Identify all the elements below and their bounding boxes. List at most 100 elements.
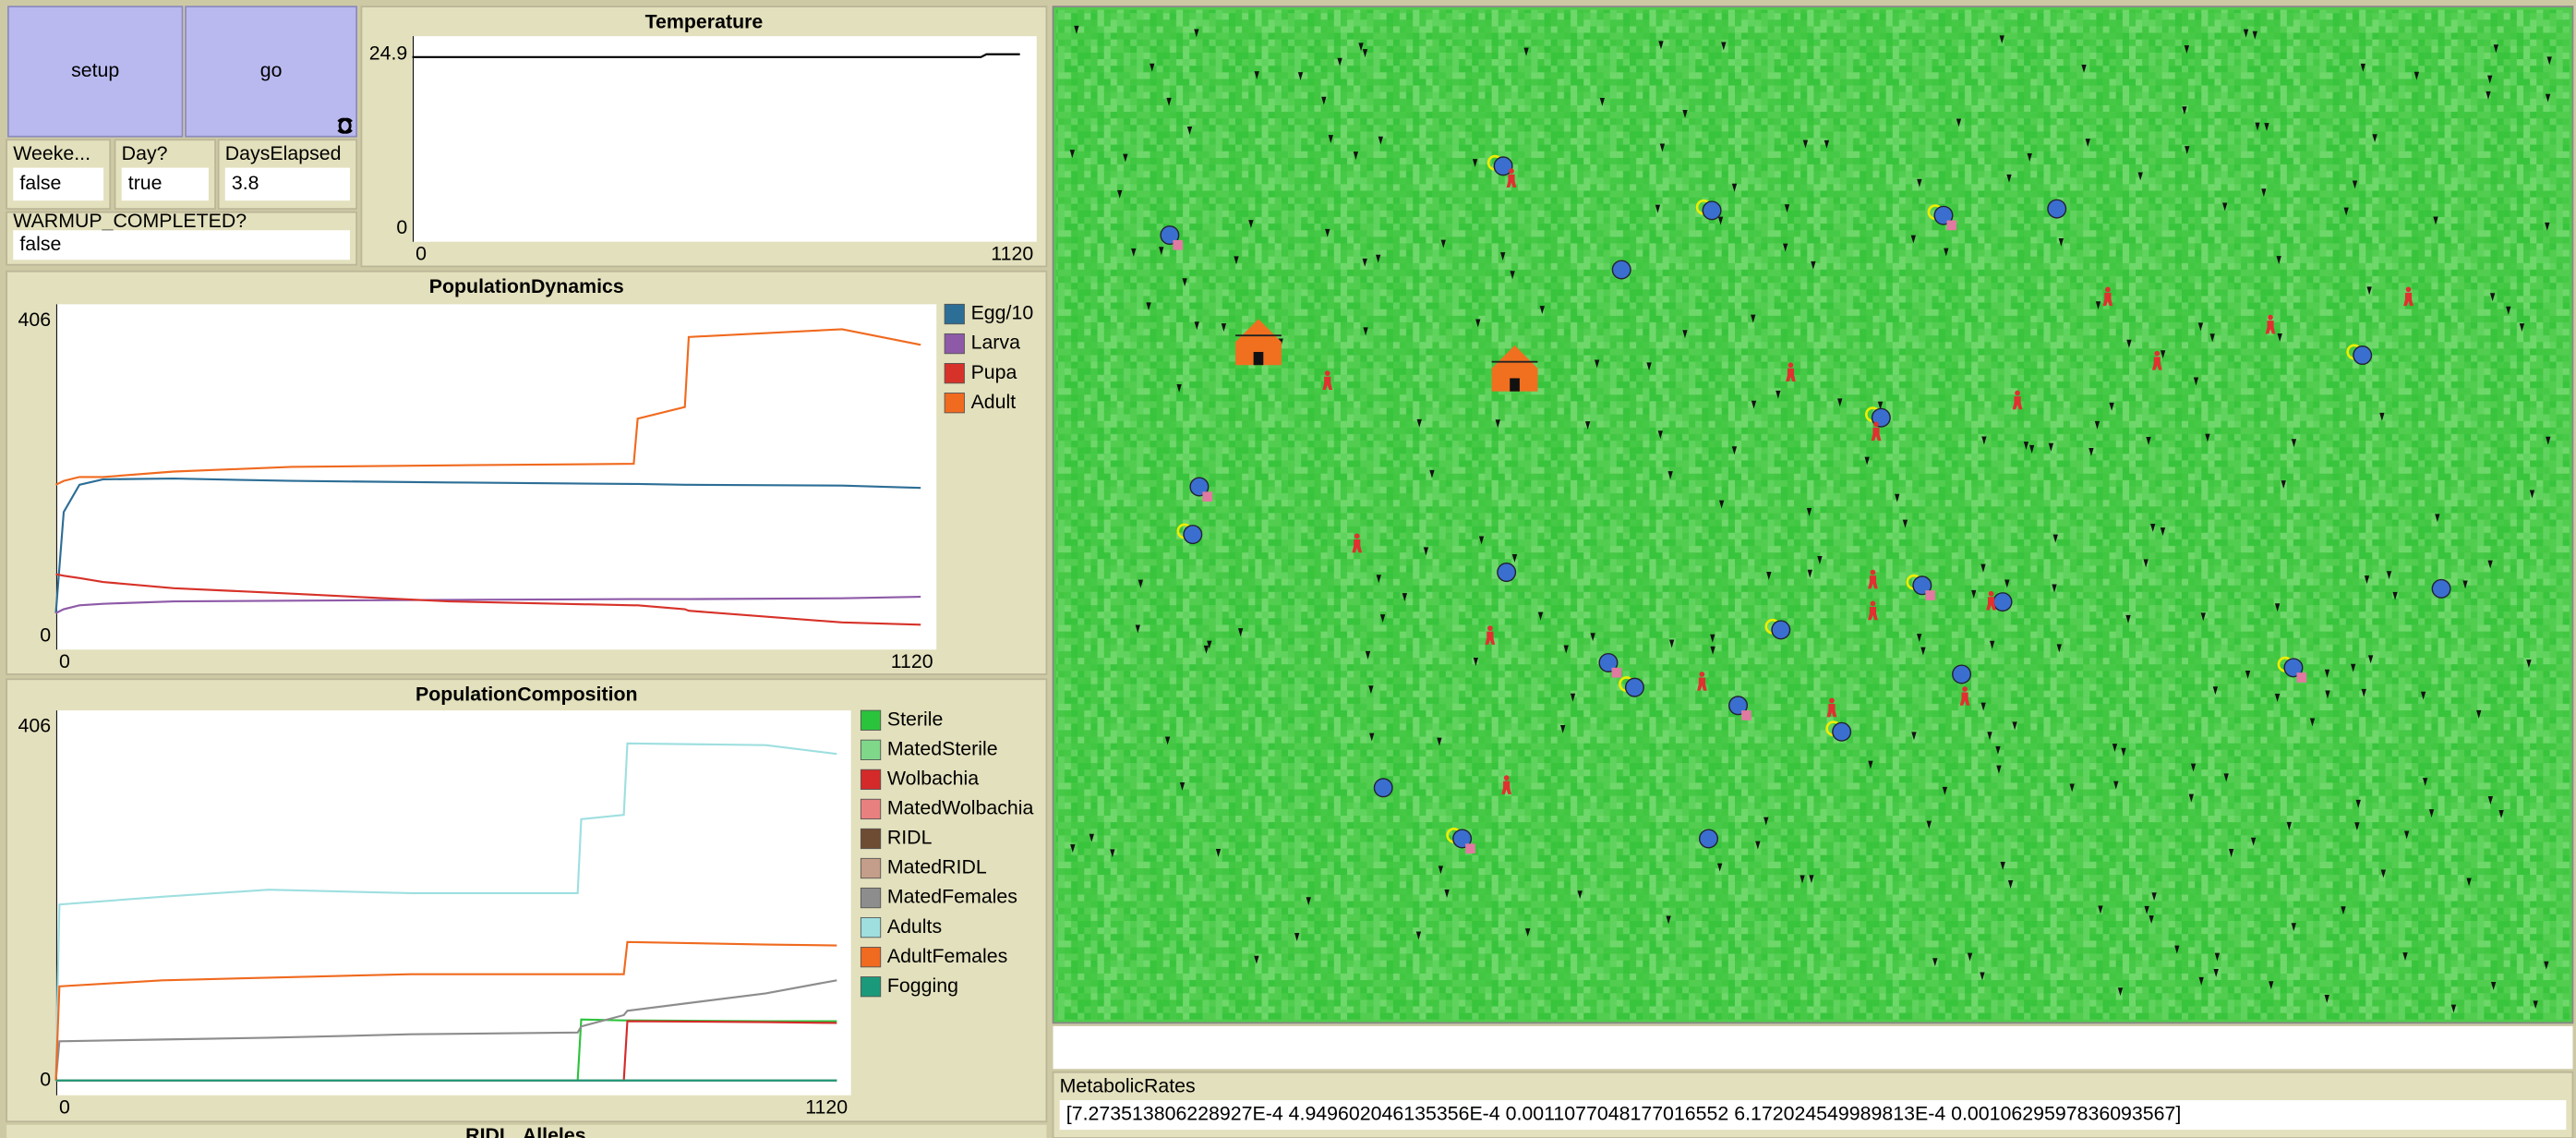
mosquito — [1667, 471, 1673, 479]
y-tick-label: 0 — [40, 624, 51, 647]
mosquito — [2264, 123, 2269, 132]
host — [1992, 592, 2013, 612]
mosquito — [2545, 222, 2550, 231]
y-tick-label: 24.9 — [369, 42, 408, 64]
site — [1946, 220, 1957, 231]
command-bar — [1053, 1025, 2573, 1070]
mosquito — [2413, 71, 2420, 80]
host — [1728, 696, 1749, 716]
person-body — [1501, 781, 1511, 794]
mosquito — [1070, 844, 1076, 854]
monitor-label: WARMUP_COMPLETED? — [13, 210, 247, 232]
series-line — [412, 53, 1020, 58]
mosquito — [2012, 721, 2017, 731]
person-body — [1697, 677, 1707, 691]
mosquito — [1237, 628, 1244, 637]
mosquito — [2150, 523, 2156, 532]
host — [1497, 563, 1517, 583]
mosquito — [1472, 159, 1478, 168]
mosquito — [2544, 961, 2549, 970]
mosquito — [2185, 146, 2190, 155]
mosquito — [2209, 333, 2215, 343]
mosquito — [2200, 612, 2206, 622]
mosquito — [2269, 981, 2274, 990]
mosquito — [1721, 42, 1727, 51]
mosquito — [1511, 554, 1518, 563]
mosquito — [1763, 817, 1769, 826]
monitor-value-box — [13, 167, 104, 201]
mosquito — [1800, 875, 1805, 884]
mosquito — [2546, 436, 2551, 445]
person-body — [1352, 539, 1363, 553]
person-body — [1786, 368, 1796, 382]
mosquito — [2151, 892, 2157, 902]
button[interactable] — [7, 6, 184, 138]
host — [1598, 652, 1619, 672]
mosquito — [1776, 390, 1781, 399]
mosquito — [1221, 323, 1227, 332]
monitor-value-box — [224, 167, 350, 201]
mosquito — [2309, 718, 2316, 727]
mosquito — [1755, 841, 1761, 850]
host — [1699, 829, 1719, 849]
mosquito — [1731, 446, 1738, 455]
mosquito — [1164, 736, 1171, 745]
legend-swatch — [860, 828, 882, 850]
plot-title: PopulationComposition — [415, 684, 638, 706]
mosquito — [2222, 202, 2228, 212]
mosquito — [1429, 469, 1435, 478]
mosquito — [2205, 433, 2210, 442]
mosquito — [1807, 569, 1812, 578]
mosquito — [1995, 745, 2001, 755]
mosquito — [2545, 93, 2551, 103]
mosquito — [1376, 575, 1381, 584]
series-line — [54, 742, 837, 1081]
mosquito — [2325, 690, 2330, 699]
legend-label: Adults — [887, 915, 942, 938]
person-head — [2268, 314, 2273, 321]
mosquito — [1362, 258, 1367, 267]
mosquito — [2126, 339, 2132, 348]
mosquito — [1766, 571, 1772, 580]
mosquito — [1234, 256, 1239, 265]
site — [1465, 843, 1475, 854]
mosquito — [2250, 837, 2257, 846]
mosquito — [1668, 639, 1675, 648]
person-body — [1959, 692, 1970, 706]
legend-swatch — [944, 363, 965, 384]
mosquito — [1378, 136, 1384, 145]
mosquito — [2355, 799, 2361, 808]
mosquito — [2160, 527, 2166, 537]
mosquito — [1089, 833, 1094, 842]
mosquito — [2361, 688, 2366, 697]
mosquito — [2213, 969, 2219, 977]
monitor-value-box — [1059, 1100, 2567, 1131]
mosquito — [1599, 97, 1606, 106]
y-tick-label: 406 — [18, 309, 52, 331]
mosquito — [2476, 709, 2482, 719]
mosquito — [2174, 945, 2180, 954]
mosquito — [2533, 1000, 2538, 1010]
mosquito — [1473, 658, 1479, 666]
button[interactable] — [185, 6, 358, 138]
mosquito — [2144, 905, 2149, 914]
mosquito — [2028, 444, 2035, 454]
mosquito — [2487, 75, 2493, 84]
series-line — [54, 940, 837, 1081]
mosquito — [2372, 134, 2377, 143]
mosquito — [2261, 188, 2267, 198]
monitor-value: false — [19, 172, 61, 194]
mosquito — [1996, 765, 2002, 774]
mosquito — [2212, 686, 2219, 696]
mosquito — [2343, 207, 2349, 216]
mosquito — [1980, 563, 1986, 573]
mosquito — [1182, 278, 1187, 287]
x-tick-label: 0 — [59, 650, 70, 672]
host — [1160, 225, 1180, 246]
mosquito — [1110, 849, 1115, 858]
mosquito — [2190, 763, 2197, 772]
person-head — [1788, 362, 1794, 369]
mosquito — [2000, 862, 2005, 870]
mosquito — [1365, 650, 1371, 660]
mosquito — [1500, 252, 1506, 261]
